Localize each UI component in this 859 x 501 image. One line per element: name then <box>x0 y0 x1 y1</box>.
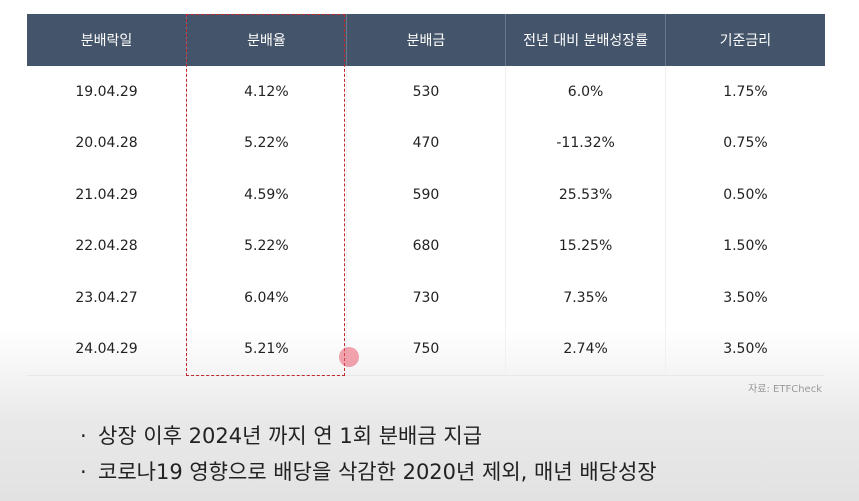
source-caption: 자료: ETFCheck <box>748 384 822 395</box>
bullet-item: · 상장 이후 2024년 까지 연 1회 분배금 지급 <box>80 418 657 454</box>
cell-base-rate: 3.50% <box>664 323 825 376</box>
cell-distribution: 530 <box>345 66 506 118</box>
cell-base-rate: 1.50% <box>664 220 825 272</box>
cell-ex-date: 24.04.29 <box>27 323 187 376</box>
cell-yield: 4.59% <box>186 169 347 221</box>
cell-yield: 4.12% <box>186 66 347 118</box>
bullet-dot-icon: · <box>80 424 87 448</box>
table-row: 24.04.29 5.21% 750 2.74% 3.50% <box>27 323 825 376</box>
cell-base-rate: 3.50% <box>664 272 825 324</box>
cell-ex-date: 23.04.27 <box>75 289 138 306</box>
table-row: 21.04.29 4.59% 590 25.53% 0.50% <box>27 169 825 221</box>
cell-base-rate: 1.75% <box>664 66 825 118</box>
table-row: 22.04.28 5.22% 680 15.25% 1.50% <box>27 220 825 272</box>
cell-distribution: 730 <box>345 272 506 324</box>
bullet-item: · 코로나19 영향으로 배당을 삭감한 2020년 제외, 매년 배당성장 <box>80 454 657 490</box>
pointer-cursor-icon <box>339 347 359 367</box>
cell-growth-rate: 25.53% <box>505 169 666 221</box>
cell-growth-rate: 7.35% <box>505 272 666 324</box>
table-row: 20.04.28 5.22% 470 -11.32% 0.75% <box>27 117 825 169</box>
cell-distribution: 750 <box>345 323 506 376</box>
cell-growth-rate: 15.25% <box>505 220 666 272</box>
bullet-dot-icon: · <box>80 460 87 484</box>
header-yield: 분배율 <box>186 14 347 66</box>
header-growth-rate: 전년 대비 분배성장률 <box>505 14 666 66</box>
cell-distribution: 470 <box>345 117 506 169</box>
bullet-text: 코로나19 영향으로 배당을 삭감한 2020년 제외, 매년 배당성장 <box>98 460 657 484</box>
table-row: 19.04.29 4.12% 530 6.0% 1.75% <box>27 66 825 118</box>
cell-ex-date: 20.04.28 <box>75 135 138 152</box>
cell-base-rate: 0.75% <box>664 117 825 169</box>
cell-distribution: 680 <box>345 220 506 272</box>
table-header-row: 분배락일 분배율 분배금 전년 대비 분배성장률 기준금리 <box>27 14 825 66</box>
header-distribution: 분배금 <box>345 14 506 66</box>
table-row: 23.04.27 6.04% 730 7.35% 3.50% <box>27 272 825 324</box>
cell-ex-date: 19.04.29 <box>75 83 138 100</box>
cell-distribution: 590 <box>345 169 506 221</box>
cell-yield: 5.21% <box>186 323 347 376</box>
cell-growth-rate: 6.0% <box>505 66 666 118</box>
cell-yield: 6.04% <box>186 272 347 324</box>
cell-yield: 5.22% <box>186 220 347 272</box>
header-ex-date: 분배락일 <box>27 14 187 66</box>
cell-ex-date: 21.04.29 <box>75 186 138 203</box>
bullet-text: 상장 이후 2024년 까지 연 1회 분배금 지급 <box>98 424 483 448</box>
header-base-rate: 기준금리 <box>664 14 825 66</box>
cell-base-rate: 0.50% <box>664 169 825 221</box>
distribution-table: 분배락일 분배율 분배금 전년 대비 분배성장률 기준금리 19.04.29 4… <box>27 14 825 376</box>
cell-growth-rate: -11.32% <box>505 117 666 169</box>
cell-growth-rate: 2.74% <box>505 323 666 376</box>
cell-ex-date: 22.04.28 <box>75 238 138 255</box>
bullet-list: · 상장 이후 2024년 까지 연 1회 분배금 지급 · 코로나19 영향으… <box>80 418 657 490</box>
distribution-table-container: 분배락일 분배율 분배금 전년 대비 분배성장률 기준금리 19.04.29 4… <box>27 14 825 376</box>
cell-yield: 5.22% <box>186 117 347 169</box>
